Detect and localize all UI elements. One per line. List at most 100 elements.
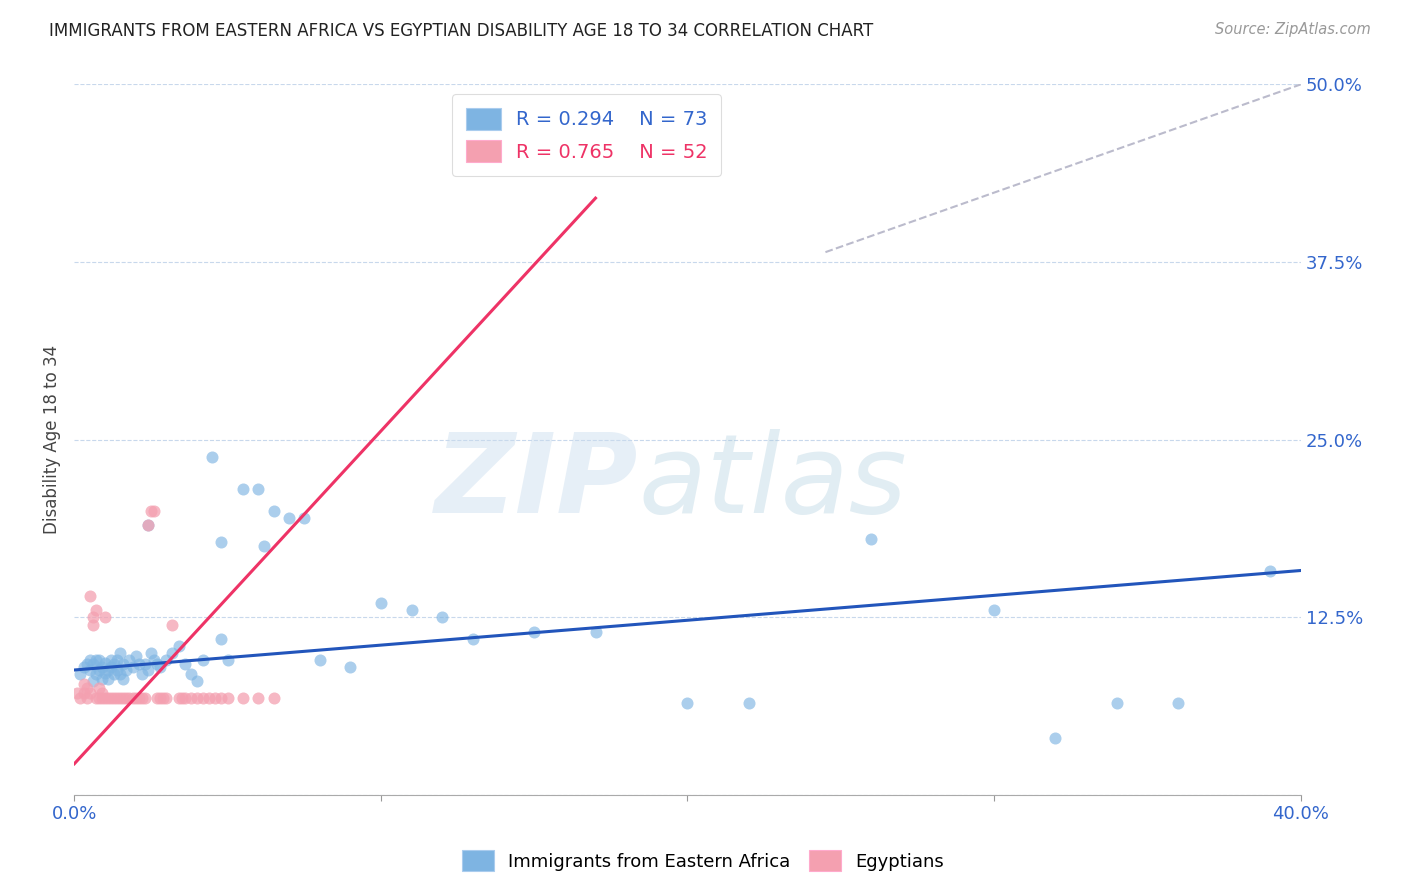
Point xyxy=(115,663,138,677)
Point xyxy=(149,691,172,706)
Point xyxy=(211,535,233,549)
Point xyxy=(103,657,125,672)
Point xyxy=(128,657,150,672)
Point xyxy=(97,672,120,686)
Point xyxy=(263,691,285,706)
Point xyxy=(72,686,94,700)
Point xyxy=(84,603,107,617)
Point xyxy=(186,691,208,706)
Point xyxy=(76,657,98,672)
Point xyxy=(69,691,91,706)
Legend: Immigrants from Eastern Africa, Egyptians: Immigrants from Eastern Africa, Egyptian… xyxy=(454,843,952,879)
Point xyxy=(100,653,122,667)
Point xyxy=(370,596,392,610)
Point xyxy=(121,660,143,674)
Point xyxy=(87,653,110,667)
Point xyxy=(292,511,315,525)
Point xyxy=(860,533,883,547)
Point xyxy=(676,696,699,710)
Point xyxy=(79,663,101,677)
Point xyxy=(523,624,546,639)
Point xyxy=(110,646,132,660)
Point xyxy=(94,691,117,706)
Point xyxy=(738,696,761,710)
Point xyxy=(253,539,276,553)
Point xyxy=(90,686,112,700)
Point xyxy=(247,483,270,497)
Point xyxy=(105,691,128,706)
Point xyxy=(112,672,135,686)
Point xyxy=(155,691,177,706)
Point xyxy=(136,518,159,533)
Point xyxy=(136,663,159,677)
Point xyxy=(118,653,141,667)
Point xyxy=(152,691,174,706)
Point xyxy=(76,691,98,706)
Point xyxy=(143,504,166,518)
Point xyxy=(128,691,150,706)
Point xyxy=(94,656,117,670)
Point xyxy=(134,657,156,672)
Point xyxy=(180,667,202,681)
Point xyxy=(90,660,112,674)
Legend: R = 0.294    N = 73, R = 0.765    N = 52: R = 0.294 N = 73, R = 0.765 N = 52 xyxy=(451,95,721,176)
Point xyxy=(97,663,120,677)
Point xyxy=(79,589,101,603)
Point xyxy=(100,691,122,706)
Point xyxy=(103,667,125,681)
Point xyxy=(1167,696,1189,710)
Point xyxy=(585,624,607,639)
Point xyxy=(198,691,221,706)
Point xyxy=(211,632,233,646)
Point xyxy=(82,657,104,672)
Point xyxy=(84,667,107,681)
Point xyxy=(97,691,120,706)
Point xyxy=(162,646,184,660)
Point xyxy=(105,663,128,677)
Point xyxy=(100,660,122,674)
Point xyxy=(103,691,125,706)
Point xyxy=(84,691,107,706)
Point xyxy=(82,610,104,624)
Point xyxy=(263,504,285,518)
Point xyxy=(1105,696,1128,710)
Point xyxy=(94,610,117,624)
Point xyxy=(118,691,141,706)
Point xyxy=(167,691,190,706)
Point xyxy=(217,691,239,706)
Point xyxy=(173,691,195,706)
Point xyxy=(112,657,135,672)
Point xyxy=(124,648,146,663)
Point xyxy=(146,691,169,706)
Point xyxy=(110,691,132,706)
Point xyxy=(204,691,226,706)
Point xyxy=(87,663,110,677)
Point xyxy=(180,691,202,706)
Point xyxy=(72,677,94,691)
Point xyxy=(79,653,101,667)
Point xyxy=(247,691,270,706)
Point xyxy=(84,653,107,667)
Point xyxy=(308,653,330,667)
Point xyxy=(90,672,112,686)
Point xyxy=(211,691,233,706)
Y-axis label: Disability Age 18 to 34: Disability Age 18 to 34 xyxy=(44,345,60,534)
Point xyxy=(217,653,239,667)
Point xyxy=(191,691,214,706)
Text: atlas: atlas xyxy=(638,429,907,536)
Point xyxy=(110,667,132,681)
Point xyxy=(186,674,208,689)
Point xyxy=(79,686,101,700)
Point xyxy=(121,691,143,706)
Point xyxy=(82,617,104,632)
Point xyxy=(983,603,1005,617)
Point xyxy=(136,518,159,533)
Point xyxy=(66,686,89,700)
Point xyxy=(105,653,128,667)
Text: Source: ZipAtlas.com: Source: ZipAtlas.com xyxy=(1215,22,1371,37)
Point xyxy=(167,639,190,653)
Point xyxy=(87,691,110,706)
Point xyxy=(201,450,224,464)
Point xyxy=(232,691,254,706)
Point xyxy=(82,674,104,689)
